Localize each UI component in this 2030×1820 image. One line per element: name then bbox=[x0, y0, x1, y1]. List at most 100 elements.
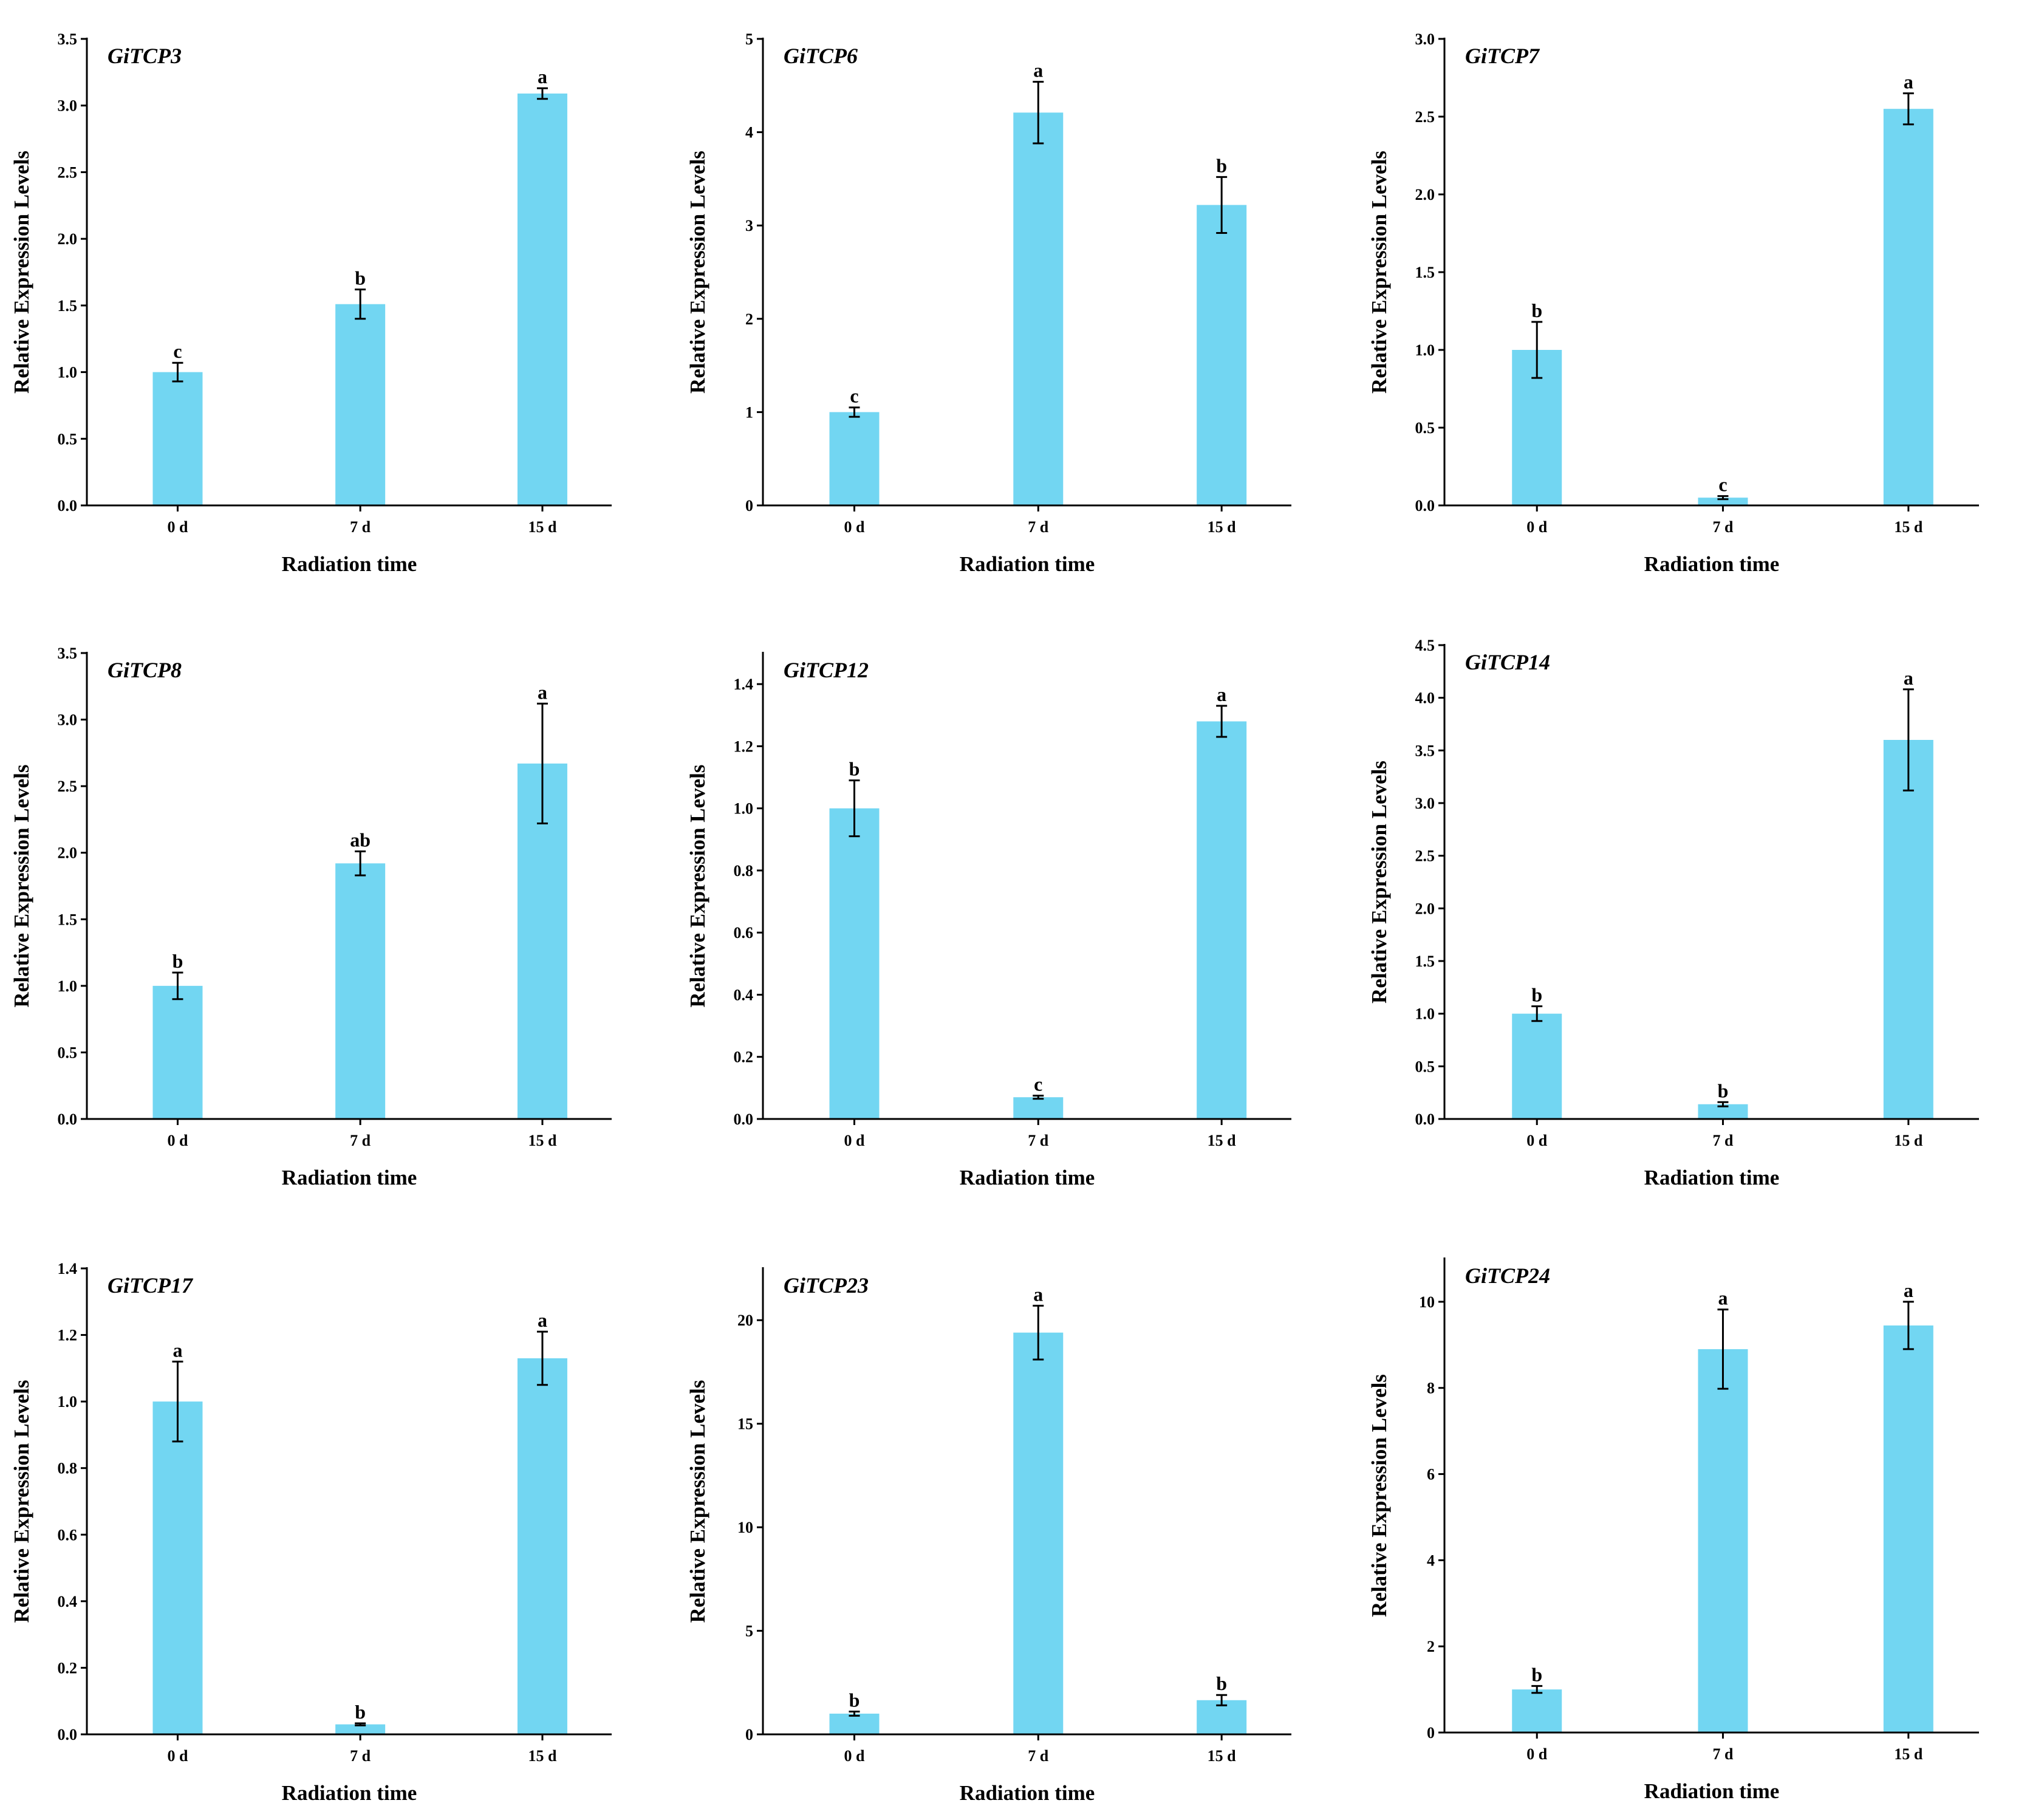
y-tick-label: 4.5 bbox=[1415, 637, 1435, 654]
x-tick-label: 7 d bbox=[350, 1132, 371, 1149]
significance-label: a bbox=[1033, 1283, 1043, 1305]
y-axis-title: Relative Expression Levels bbox=[686, 151, 709, 394]
significance-label: b bbox=[1216, 1672, 1227, 1694]
y-tick-label: 5 bbox=[745, 1623, 753, 1640]
x-tick-label: 7 d bbox=[1028, 1747, 1049, 1765]
significance-label: a bbox=[1904, 667, 1913, 689]
x-tick-label: 7 d bbox=[1712, 518, 1734, 536]
bar-GiTCP6-15d bbox=[1197, 205, 1247, 505]
significance-label: b bbox=[355, 267, 366, 289]
y-tick-label: 5 bbox=[745, 30, 753, 48]
bar-GiTCP24-0d bbox=[1512, 1689, 1562, 1733]
x-tick-label: 15 d bbox=[1894, 1132, 1923, 1149]
x-tick-label: 0 d bbox=[1526, 1132, 1548, 1149]
x-tick-label: 7 d bbox=[1712, 1745, 1734, 1763]
x-axis-title: Radiation time bbox=[1644, 1779, 1780, 1803]
bar-GiTCP3-0d bbox=[152, 372, 203, 505]
y-tick-label: 3.5 bbox=[58, 30, 78, 48]
y-tick-label: 0.0 bbox=[58, 1110, 78, 1128]
y-tick-label: 0.2 bbox=[58, 1659, 78, 1677]
y-tick-label: 4 bbox=[745, 124, 753, 142]
y-tick-label: 1.0 bbox=[734, 800, 754, 818]
chart-panel-GiTCP17: a b a 0.0 0.2 0.4 0.6 0.8 1.0 1.2 1.4 0 d 7 d 15 d Rad… bbox=[10, 1260, 612, 1805]
x-tick-label: 0 d bbox=[844, 1747, 866, 1765]
x-tick-label: 15 d bbox=[528, 1132, 557, 1149]
y-tick-label: 2.0 bbox=[1415, 186, 1435, 204]
error-bar bbox=[355, 289, 366, 320]
y-tick-label: 15 bbox=[737, 1415, 753, 1433]
significance-label: b bbox=[849, 758, 860, 780]
error-bar bbox=[1033, 81, 1044, 145]
x-tick-label: 0 d bbox=[844, 1132, 866, 1149]
bar-GiTCP24-7d bbox=[1698, 1349, 1748, 1733]
x-tick-label: 7 d bbox=[1712, 1132, 1734, 1149]
significance-label: b bbox=[355, 1701, 366, 1723]
y-axis-title: Relative Expression Levels bbox=[686, 765, 709, 1008]
y-tick-label: 2.0 bbox=[58, 844, 78, 862]
chart-panel-GiTCP7: b c a 0.0 0.5 1.0 1.5 2.0 2.5 3.0 0 d 7 d 15 d Radiat… bbox=[1367, 30, 1979, 576]
y-tick-label: 1.5 bbox=[58, 297, 78, 315]
bar-GiTCP12-15d bbox=[1197, 721, 1247, 1119]
panel-title: GiTCP6 bbox=[784, 44, 858, 68]
y-tick-label: 2 bbox=[745, 310, 753, 328]
y-tick-label: 0.4 bbox=[734, 986, 754, 1004]
bar-GiTCP3-15d bbox=[517, 93, 567, 506]
error-bar bbox=[1033, 1304, 1044, 1361]
panel-title: GiTCP23 bbox=[784, 1273, 869, 1298]
chart-panel-GiTCP3: c b a 0.0 0.5 1.0 1.5 2.0 2.5 3.0 3.5 0 d 7 d 15 d Rad… bbox=[10, 30, 612, 576]
error-bar bbox=[1717, 1309, 1729, 1390]
significance-label: a bbox=[1904, 71, 1913, 93]
y-tick-label: 20 bbox=[737, 1312, 753, 1329]
bar-GiTCP23-0d bbox=[829, 1713, 880, 1734]
y-tick-label: 0 bbox=[745, 497, 753, 515]
y-tick-label: 6 bbox=[1427, 1466, 1435, 1483]
bar-GiTCP8-7d bbox=[335, 863, 386, 1119]
y-tick-label: 3.0 bbox=[1415, 30, 1435, 48]
bar-GiTCP14-0d bbox=[1512, 1013, 1562, 1119]
bar-GiTCP8-0d bbox=[152, 985, 203, 1119]
error-bar bbox=[355, 850, 366, 877]
error-bar bbox=[1216, 705, 1228, 738]
y-tick-label: 1.0 bbox=[58, 1393, 78, 1411]
y-tick-label: 4.0 bbox=[1415, 689, 1435, 707]
y-tick-label: 2 bbox=[1427, 1638, 1435, 1655]
y-tick-label: 2.5 bbox=[58, 163, 78, 181]
significance-label: a bbox=[538, 66, 547, 87]
y-tick-label: 0.0 bbox=[58, 1726, 78, 1743]
error-bar bbox=[1531, 321, 1543, 379]
error-bar bbox=[1033, 1095, 1044, 1100]
y-tick-label: 3.5 bbox=[1415, 742, 1435, 759]
x-axis-title: Radiation time bbox=[960, 1166, 1095, 1189]
y-tick-label: 1.2 bbox=[734, 737, 754, 755]
error-bar bbox=[536, 702, 548, 825]
y-axis-title: Relative Expression Levels bbox=[10, 765, 33, 1008]
significance-label: c bbox=[1718, 474, 1727, 496]
error-bar bbox=[1216, 176, 1228, 234]
x-tick-label: 7 d bbox=[350, 518, 371, 536]
y-tick-label: 1.5 bbox=[1415, 953, 1435, 970]
bar-GiTCP17-7d bbox=[335, 1724, 386, 1734]
error-bar bbox=[849, 779, 860, 838]
bar-GiTCP17-15d bbox=[517, 1358, 567, 1734]
y-tick-label: 2.5 bbox=[58, 778, 78, 795]
y-axis-title: Relative Expression Levels bbox=[686, 1380, 709, 1623]
y-tick-label: 0.0 bbox=[1415, 1110, 1435, 1128]
significance-label: a bbox=[1718, 1287, 1728, 1309]
y-tick-label: 3.0 bbox=[58, 711, 78, 729]
panel-title: GiTCP7 bbox=[1465, 44, 1540, 68]
y-tick-label: 3.0 bbox=[1415, 795, 1435, 812]
y-tick-label: 0.6 bbox=[58, 1526, 78, 1544]
error-bar bbox=[536, 1330, 548, 1386]
y-tick-label: 0.4 bbox=[58, 1593, 78, 1610]
significance-label: b bbox=[1216, 154, 1227, 176]
y-tick-label: 0.2 bbox=[734, 1049, 754, 1066]
significance-label: b bbox=[849, 1689, 860, 1711]
y-tick-label: 1.0 bbox=[1415, 341, 1435, 359]
y-tick-label: 8 bbox=[1427, 1380, 1435, 1397]
error-bar bbox=[1717, 495, 1729, 501]
panel-title: GiTCP8 bbox=[108, 658, 182, 682]
bar-GiTCP3-7d bbox=[335, 304, 386, 505]
significance-label: a bbox=[1217, 683, 1226, 705]
y-tick-label: 0.0 bbox=[58, 497, 78, 515]
